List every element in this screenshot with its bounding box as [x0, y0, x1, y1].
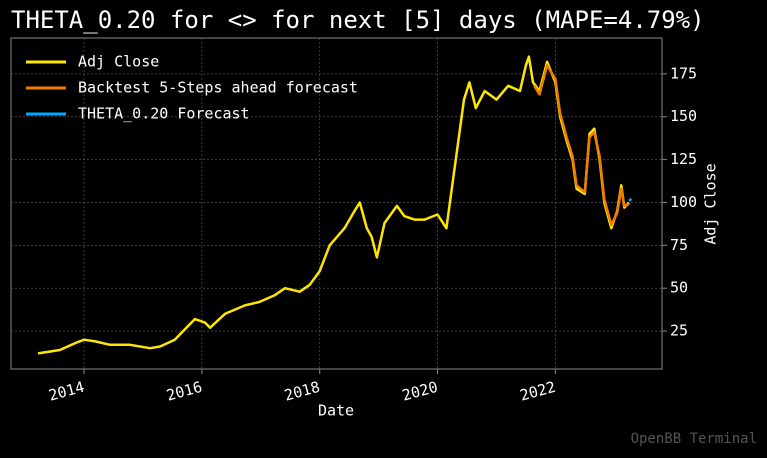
y-tick-label: 50 — [670, 279, 688, 297]
legend-label: THETA_0.20 Forecast — [78, 105, 250, 123]
legend-label: Adj Close — [78, 53, 159, 71]
x-axis-label: Date — [318, 402, 354, 420]
plot-frame — [10, 37, 663, 370]
watermark: OpenBB Terminal — [631, 431, 757, 447]
y-tick-label: 125 — [670, 150, 697, 168]
y-axis-label: Adj Close — [702, 163, 720, 244]
y-tick-label: 175 — [670, 64, 697, 82]
legend-label: Backtest 5-Steps ahead forecast — [78, 79, 358, 97]
y-tick-label: 150 — [670, 107, 697, 125]
y-tick-label: 100 — [670, 193, 697, 211]
y-tick-label: 25 — [670, 322, 688, 340]
line — [628, 198, 633, 202]
y-tick-label: 75 — [670, 236, 688, 254]
line — [533, 64, 630, 227]
chart-title: THETA_0.20 for <> for next [5] days (MAP… — [11, 6, 705, 34]
